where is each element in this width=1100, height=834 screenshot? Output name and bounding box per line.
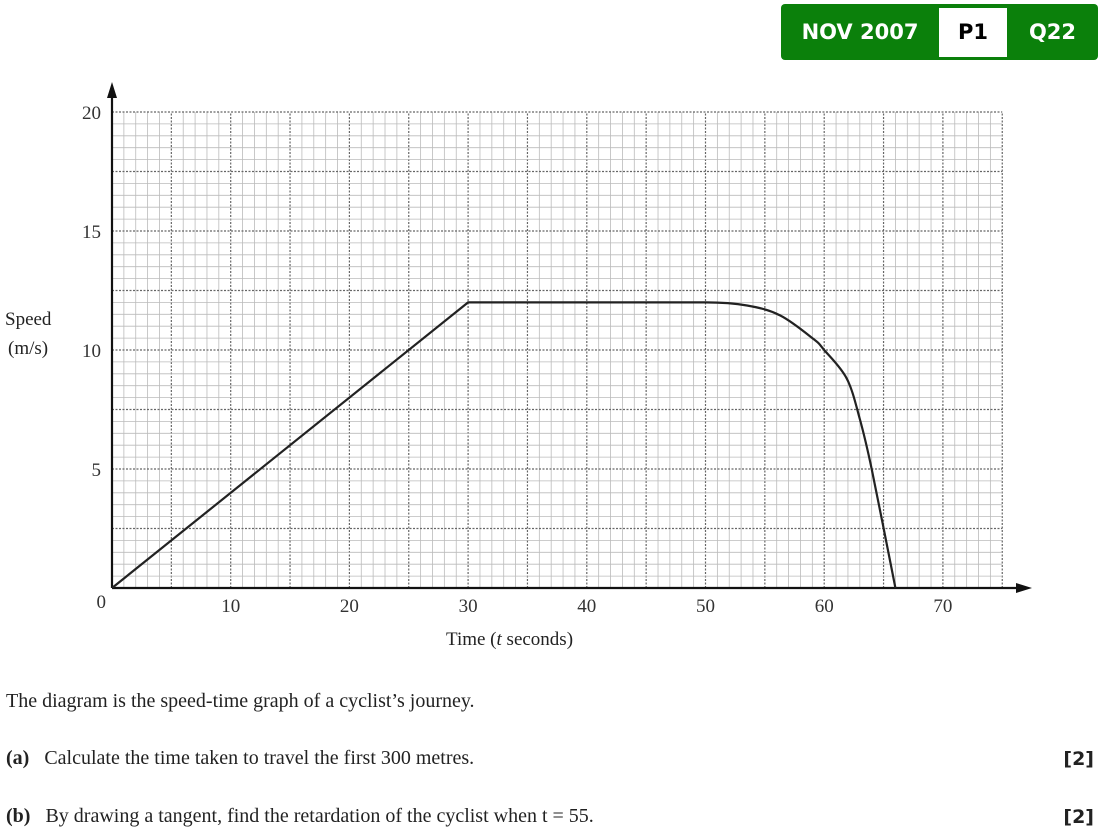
x-axis-label: Time (t seconds) — [446, 629, 573, 651]
x-axis-label-suffix: seconds) — [501, 629, 574, 650]
x-axis-arrow — [1016, 583, 1032, 593]
y-axis-label-line2: (m/s) — [8, 338, 49, 359]
part-a-text: Calculate the time taken to travel the f… — [44, 747, 475, 769]
x-tick-label: 50 — [696, 596, 715, 617]
part-b: (b) By drawing a tangent, find the retar… — [6, 805, 594, 828]
y-tick-label: 10 — [82, 341, 101, 362]
x-axis-label-var: t — [496, 629, 502, 650]
session-label: NOV 2007 — [801, 20, 919, 44]
part-a-label: (a) — [6, 747, 30, 769]
y-tick-label: 5 — [92, 460, 102, 481]
y-axis-arrow — [107, 82, 117, 98]
x-tick-label: 60 — [815, 596, 834, 617]
x-tick-label: 30 — [459, 596, 478, 617]
paper-label: P1 — [939, 8, 1007, 57]
question-intro: The diagram is the speed-time graph of a… — [6, 690, 475, 712]
y-tick-label: 20 — [82, 103, 101, 124]
y-tick-label: 0 — [97, 592, 107, 613]
y-axis-label-line1: Speed — [5, 309, 52, 330]
question-label: Q22 — [1028, 20, 1077, 44]
x-tick-label: 40 — [577, 596, 596, 617]
y-tick-label: 15 — [82, 222, 101, 243]
x-axis-label-prefix: Time ( — [446, 629, 497, 650]
part-a: (a) Calculate the time taken to travel t… — [6, 747, 474, 770]
question-badge: NOV 2007 P1 Q22 — [781, 4, 1098, 60]
x-tick-label: 10 — [221, 596, 240, 617]
x-tick-label: 20 — [340, 596, 359, 617]
part-b-label: (b) — [6, 805, 31, 827]
x-tick-label: 70 — [933, 596, 952, 617]
part-b-marks: [2] — [1063, 806, 1094, 828]
speed-line — [111, 301, 897, 589]
part-a-marks: [2] — [1063, 748, 1094, 770]
part-b-text: By drawing a tangent, find the retardati… — [45, 805, 594, 827]
